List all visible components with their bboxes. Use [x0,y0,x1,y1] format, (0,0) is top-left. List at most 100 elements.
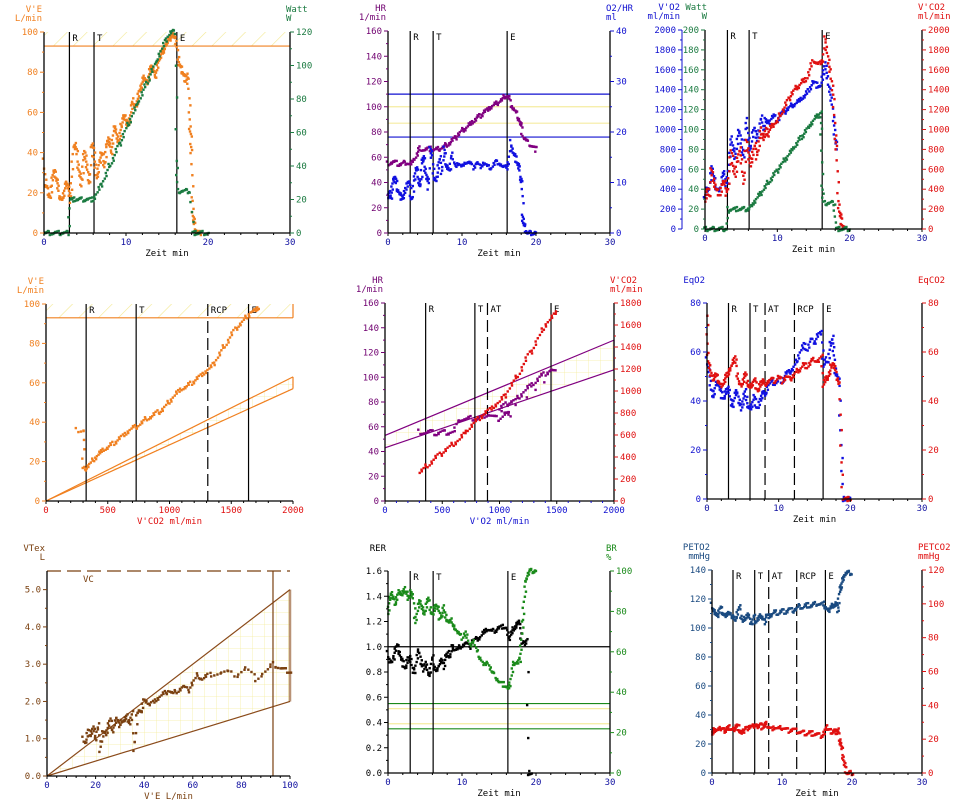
data-point [511,663,515,667]
data-point [402,189,406,193]
hatch-region [46,304,293,318]
data-point [474,637,477,641]
data-point [829,344,833,347]
data-point [411,671,415,674]
data-point [393,159,397,162]
x-axis-title: Zeit min [795,789,838,799]
data-point [507,631,510,634]
data-point [552,368,556,372]
data-point [829,605,832,608]
y-axis-right-tick-label: 60 [928,668,939,678]
data-point [747,138,750,142]
data-point [530,233,533,237]
x-tick-label: 30 [917,234,928,244]
data-point [125,120,128,123]
data-point [836,603,839,607]
data-point [837,727,840,730]
data-point [706,193,710,196]
data-point [392,160,395,163]
data-point [833,203,837,206]
data-point [104,150,107,154]
data-point [103,177,107,180]
data-point [822,365,825,368]
data-point [436,145,440,149]
data-point [495,628,499,631]
data-point [785,158,789,161]
data-point [420,158,423,161]
data-point [833,121,837,125]
data-point [512,379,516,382]
data-point [139,84,142,87]
data-point [764,118,768,121]
data-point [710,165,713,168]
data-point [791,610,794,613]
data-point [48,233,51,237]
data-point [739,604,742,607]
data-point [805,602,808,605]
data-point [77,163,80,166]
data-point [735,205,739,209]
data-point [742,392,745,396]
data-point [763,725,767,728]
data-point [714,187,717,190]
y-axis-left-vo2-title: V'O2 [658,3,680,13]
data-point [812,82,815,85]
data-point [718,385,721,389]
data-point [832,731,835,734]
data-point [119,144,123,147]
data-point [742,182,745,185]
data-point [783,727,786,730]
data-point [797,100,800,103]
data-point [394,645,398,648]
data-point [757,149,760,152]
data-point [515,155,518,158]
data-point [811,119,815,122]
data-point [486,107,489,110]
data-point [162,41,165,45]
data-point [710,179,713,182]
data-point [149,701,153,704]
data-point [86,728,90,731]
x-tick-label: 2000 [603,506,625,516]
data-point [740,385,743,388]
data-point [445,652,448,656]
data-point [509,633,513,636]
y-axis-left-title: RER [370,544,387,554]
data-point [526,574,529,578]
data-point [732,399,735,403]
marker-label-r: R [413,33,419,43]
marker-label-t: T [436,573,442,583]
data-point [420,665,424,668]
data-point [747,405,750,408]
data-point [420,162,424,165]
data-point [781,110,784,113]
data-point [503,164,506,168]
data-point [194,229,197,233]
data-point [475,646,478,649]
data-point [41,157,45,160]
data-point [149,416,152,419]
data-point [785,609,788,613]
data-point [155,76,158,79]
data-point [756,726,759,730]
data-point [759,385,762,388]
data-point [711,172,714,175]
data-point [841,753,844,757]
data-point [818,357,821,360]
x-tick-label: 100 [282,781,298,791]
y-axis-left-vo2-tick-label: 1800 [654,46,676,56]
data-point [704,225,708,229]
data-point [815,61,819,65]
data-point [188,130,192,133]
data-point [440,616,443,619]
series-eqco2 [705,314,852,503]
data-point [216,673,219,676]
data-point [429,156,433,159]
data-point [520,213,524,216]
data-point [766,127,769,131]
data-point [761,392,764,395]
data-point [425,663,429,666]
data-point [126,430,129,433]
data-point [94,193,98,196]
marker-label-r: R [413,573,419,583]
